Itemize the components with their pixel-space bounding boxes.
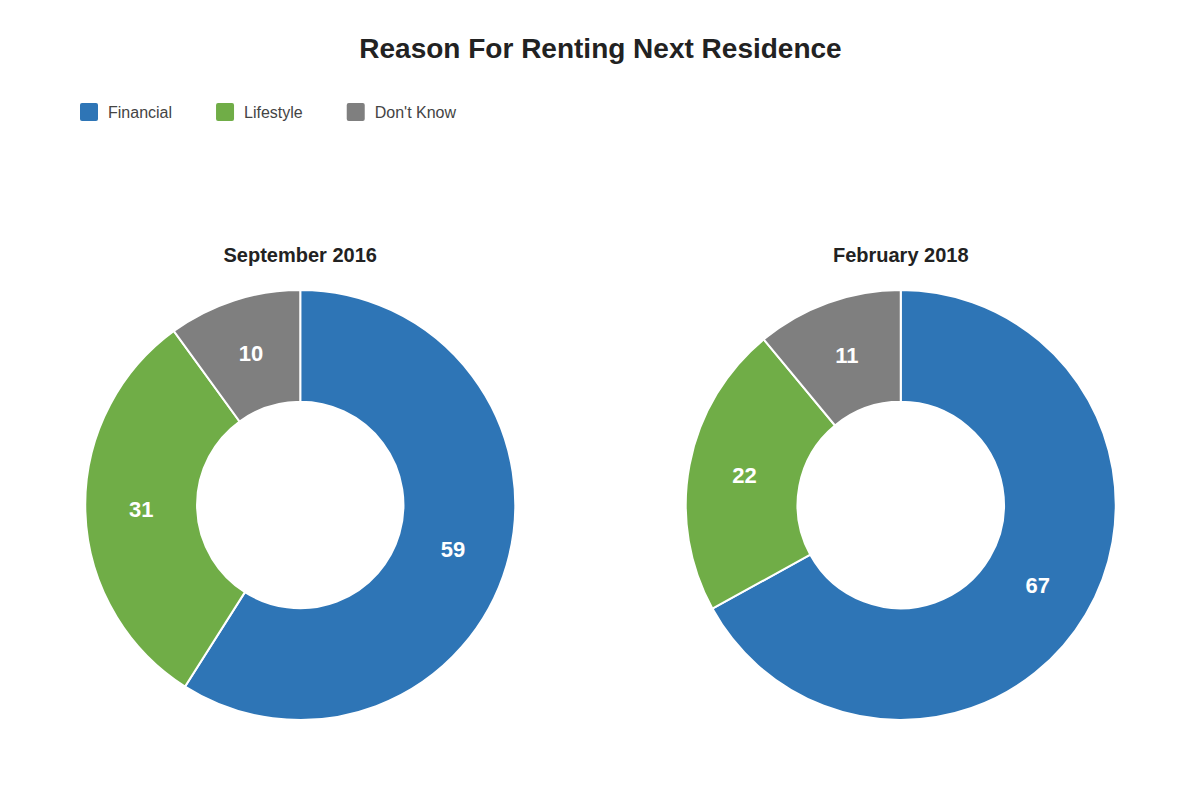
legend-swatch [216,103,234,121]
donut: February 2018 67 22 11 [686,244,1116,720]
subtitle: September 2016 [224,244,377,266]
background [0,0,1201,788]
legend: Financial Lifestyle Don't Know [80,103,457,121]
data-label: 31 [129,497,153,522]
title: Reason For Renting Next Residence [359,33,841,64]
donut: September 2016 59 31 10 [85,244,515,720]
data-label: 22 [732,463,756,488]
legend-swatch [80,103,98,121]
data-label: 59 [441,537,465,562]
slice [764,290,901,425]
data-label: 10 [239,341,263,366]
data-label: 67 [1025,573,1049,598]
legend-label: Don't Know [375,104,457,121]
chart: Reason For Renting Next Residence Financi… [0,0,1201,788]
legend-label: Financial [108,104,172,121]
data-label: 11 [835,343,858,368]
slice [174,290,300,422]
legend-swatch [347,103,365,121]
legend-label: Lifestyle [244,104,303,121]
subtitle: February 2018 [833,244,969,266]
